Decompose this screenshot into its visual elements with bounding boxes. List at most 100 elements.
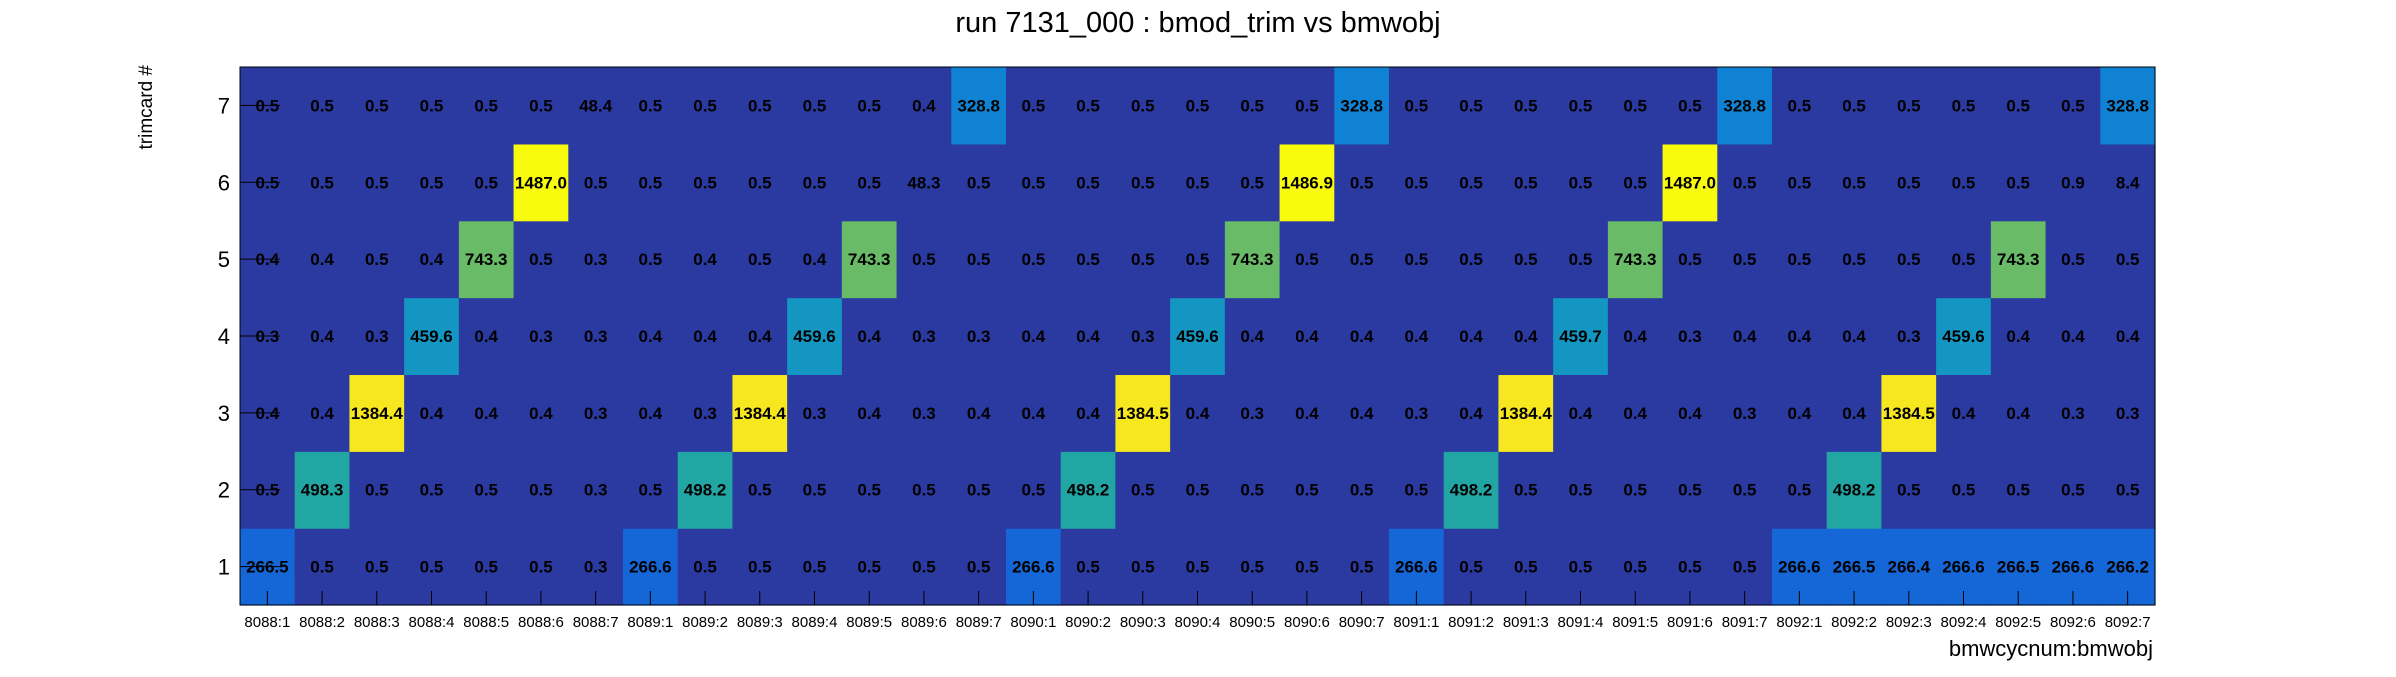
x-tick-label: 8092:3 xyxy=(1886,614,1932,631)
heatmap-cell xyxy=(1936,143,1992,222)
cell-value-label: 1384.4 xyxy=(1500,404,1553,423)
cell-value-label: 0.4 xyxy=(1788,327,1812,346)
cell-value-label: 0.3 xyxy=(365,327,389,346)
x-tick-label: 8092:4 xyxy=(1941,614,1987,631)
x-tick-label: 8089:6 xyxy=(901,614,947,631)
heatmap-cell xyxy=(732,451,788,529)
heatmap-cell xyxy=(1717,451,1773,529)
cell-value-label: 266.4 xyxy=(1888,558,1931,577)
heatmap-cell xyxy=(458,67,515,145)
cell-value-label: 743.3 xyxy=(848,250,891,269)
cell-value-label: 0.4 xyxy=(420,404,444,423)
heatmap-cell xyxy=(1936,220,1992,299)
heatmap-cell xyxy=(1443,374,1500,452)
heatmap-cell xyxy=(2045,143,2101,222)
cell-value-label: 328.8 xyxy=(1340,96,1383,115)
heatmap-cell xyxy=(349,220,405,299)
cell-value-label: 0.5 xyxy=(1405,481,1429,500)
heatmap-cell xyxy=(2045,67,2101,145)
heatmap-cell xyxy=(677,451,734,529)
cell-value-label: 0.5 xyxy=(639,96,663,115)
heatmap-cell xyxy=(1060,67,1117,145)
cell-value-label: 0.5 xyxy=(1186,558,1210,577)
cell-value-label: 0.5 xyxy=(1295,250,1319,269)
heatmap-cell xyxy=(404,143,460,222)
cell-value-label: 48.3 xyxy=(907,173,940,192)
x-axis-label: bmwcycnum:bmwobj xyxy=(1949,636,2153,661)
x-tick-label: 8091:6 xyxy=(1667,614,1713,631)
cell-value-label: 1487.0 xyxy=(515,173,567,192)
heatmap-cell xyxy=(623,297,679,376)
heatmap-cell xyxy=(1936,67,1992,145)
cell-value-label: 0.4 xyxy=(912,96,936,115)
cell-value-label: 0.5 xyxy=(529,558,553,577)
cell-value-label: 0.5 xyxy=(912,481,936,500)
cell-value-label: 0.3 xyxy=(584,481,608,500)
cell-value-label: 0.4 xyxy=(1076,404,1100,423)
cell-value-label: 0.4 xyxy=(1076,327,1100,346)
cell-value-label: 0.4 xyxy=(748,327,772,346)
cell-value-label: 498.2 xyxy=(1833,481,1876,500)
cell-value-label: 0.5 xyxy=(420,481,444,500)
cell-value-label: 0.5 xyxy=(1131,96,1155,115)
cell-value-label: 743.3 xyxy=(465,250,508,269)
heatmap-cell xyxy=(349,297,405,376)
x-tick-label: 8090:3 xyxy=(1120,614,1166,631)
heatmap-cell xyxy=(404,451,460,529)
heatmap-cell xyxy=(1936,297,1992,376)
cell-value-label: 0.5 xyxy=(1733,250,1757,269)
heatmap-cell xyxy=(1772,143,1828,222)
heatmap-cell xyxy=(787,297,843,376)
heatmap-cell xyxy=(2100,220,2156,299)
cell-value-label: 0.5 xyxy=(2006,173,2030,192)
cell-value-label: 0.5 xyxy=(1514,481,1538,500)
heatmap-cell xyxy=(1498,67,1554,145)
heatmap-cell xyxy=(1170,220,1226,299)
cell-value-label: 266.5 xyxy=(1997,558,2040,577)
cell-value-label: 0.5 xyxy=(365,558,389,577)
cell-value-label: 0.5 xyxy=(803,96,827,115)
cell-value-label: 8.4 xyxy=(2116,173,2140,192)
heatmap-cell xyxy=(1717,297,1773,376)
heatmap-cell xyxy=(568,374,624,452)
heatmap-cell xyxy=(349,143,405,222)
cell-value-label: 0.5 xyxy=(1952,96,1976,115)
cell-value-label: 0.4 xyxy=(310,327,334,346)
heatmap-cell xyxy=(1279,374,1335,452)
x-tick-label: 8092:6 xyxy=(2050,614,2096,631)
cell-value-label: 0.5 xyxy=(2061,250,2085,269)
x-tick-label: 8092:5 xyxy=(1995,614,2041,631)
heatmap-cell xyxy=(951,143,1007,222)
heatmap-cell xyxy=(1772,297,1828,376)
cell-value-label: 0.5 xyxy=(365,173,389,192)
cell-value-label: 0.5 xyxy=(1131,173,1155,192)
heatmap-cell xyxy=(1662,143,1718,222)
cell-value-label: 266.6 xyxy=(1395,558,1438,577)
cell-value-label: 0.5 xyxy=(1788,96,1812,115)
cell-value-label: 0.5 xyxy=(1897,173,1921,192)
x-tick-label: 8089:4 xyxy=(792,614,838,631)
x-tick-label: 8088:1 xyxy=(244,614,290,631)
cell-value-label: 0.5 xyxy=(1076,173,1100,192)
cell-value-label: 0.5 xyxy=(365,481,389,500)
heatmap-cell xyxy=(896,67,952,145)
heatmap-cell xyxy=(1990,67,2047,145)
cell-value-label: 0.5 xyxy=(1623,96,1647,115)
heatmap-cell xyxy=(623,143,679,222)
heatmap-cell xyxy=(1006,374,1062,452)
heatmap-cell xyxy=(294,374,351,452)
cell-value-label: 0.4 xyxy=(1623,327,1647,346)
cell-value-label: 0.4 xyxy=(1405,327,1429,346)
heatmap-cell xyxy=(1826,297,1883,376)
cell-value-label: 0.5 xyxy=(1623,558,1647,577)
heatmap-cell xyxy=(841,374,898,452)
heatmap-cell xyxy=(1006,451,1062,529)
heatmap-cell xyxy=(1115,374,1171,452)
cell-value-label: 0.5 xyxy=(1076,96,1100,115)
cell-value-label: 0.3 xyxy=(693,404,717,423)
cell-value-label: 0.4 xyxy=(1459,327,1483,346)
cell-value-label: 1486.9 xyxy=(1281,173,1333,192)
x-tick-label: 8091:4 xyxy=(1558,614,1604,631)
cell-value-label: 0.4 xyxy=(693,327,717,346)
